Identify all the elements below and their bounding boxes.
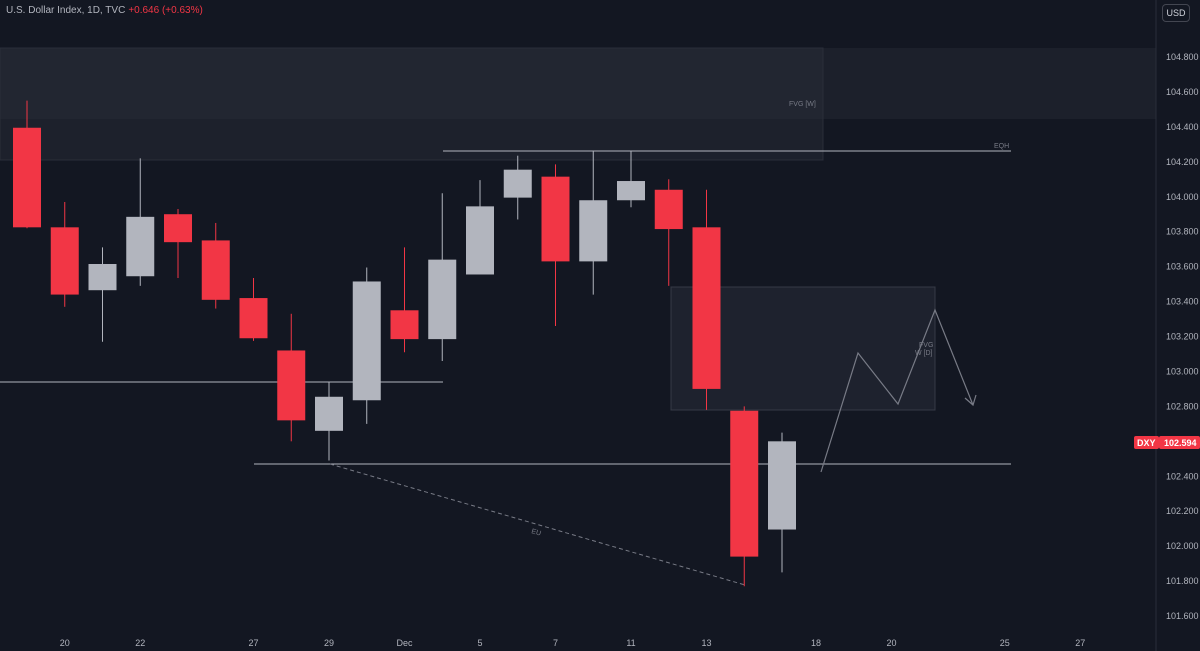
y-tick-group: 104.800 104.600 104.400 104.200 104.000 103.8…	[1166, 52, 1199, 621]
eqh-label: EQH	[994, 143, 1009, 150]
fvg-weekly-label: FVG [W]	[789, 101, 816, 108]
projection-arrowhead	[964, 394, 977, 407]
candle-body	[50, 227, 79, 295]
candle-body	[239, 298, 268, 339]
candles-layer	[13, 100, 796, 587]
y-tick-label: 104.000	[1166, 192, 1199, 202]
candle-2	[88, 247, 117, 342]
candle-16	[617, 150, 645, 208]
candle-18	[692, 189, 721, 410]
y-tick-label: 102.200	[1166, 506, 1199, 516]
y-tick-label: 103.400	[1166, 297, 1199, 307]
candle-body	[126, 216, 155, 277]
x-tick-label: 20	[60, 638, 70, 648]
candle-3	[126, 158, 155, 286]
candle-body	[730, 410, 759, 557]
candle-body	[579, 200, 608, 262]
candle-20	[768, 432, 796, 573]
candle-1	[50, 201, 79, 307]
price-change: +0.646 (+0.63%)	[128, 5, 203, 16]
candle-body	[617, 181, 645, 201]
candle-5	[201, 222, 230, 309]
candle-10	[390, 247, 419, 353]
fvg-weekly-zone-outer	[0, 48, 1156, 119]
candle-body	[201, 240, 230, 300]
x-tick-label: 7	[553, 638, 558, 648]
x-tick-label: 27	[248, 638, 258, 648]
zone-layer	[0, 47, 1156, 411]
x-tick-label: 13	[701, 638, 711, 648]
fvg-daily-label-1: FVG	[919, 342, 933, 349]
candle-8	[315, 381, 343, 461]
candle-14	[541, 164, 570, 327]
y-tick-label: 101.800	[1166, 576, 1199, 586]
symbol-title: U.S. Dollar Index, 1D, TVC	[6, 5, 126, 16]
last-price-text: 102.594	[1164, 438, 1197, 448]
candle-17	[654, 179, 683, 286]
symbol-tag	[1134, 436, 1159, 449]
candle-9	[352, 267, 381, 424]
candle-body	[654, 189, 683, 230]
x-tick-label: 22	[135, 638, 145, 648]
candle-body	[13, 127, 41, 228]
candle-body	[164, 214, 192, 243]
last-price-tag	[1159, 436, 1200, 449]
y-tick-label: 101.600	[1166, 611, 1199, 621]
fvg-daily-label-2: W [D]	[915, 350, 933, 357]
candle-body	[352, 281, 381, 401]
candle-body	[466, 206, 494, 275]
candle-body	[503, 169, 532, 198]
currency-button[interactable]: USD	[1162, 4, 1190, 22]
eu-label: EU	[530, 528, 541, 537]
y-tick-label: 104.600	[1166, 87, 1199, 97]
candle-body	[277, 350, 306, 421]
candle-4	[164, 208, 192, 278]
eu-trendline	[329, 463, 746, 586]
x-tick-label: 20	[886, 638, 896, 648]
candle-7	[277, 313, 306, 442]
symbol-tag-text: DXY	[1137, 438, 1156, 448]
candle-13	[503, 155, 532, 220]
candle-body	[88, 264, 117, 291]
y-tick-label: 104.200	[1166, 157, 1199, 167]
x-tick-label: 18	[811, 638, 821, 648]
candle-0	[13, 100, 41, 229]
candle-11	[428, 193, 457, 361]
y-tick-label: 102.800	[1166, 401, 1199, 411]
candle-body	[390, 310, 419, 340]
projection-path	[820, 308, 974, 473]
y-tick-label: 104.400	[1166, 122, 1199, 132]
time-axis[interactable]: 20 22 27 29 Dec 5 7 11 13 18 20 25 27	[60, 638, 1085, 648]
symbol-header: U.S. Dollar Index, 1D, TVC +0.646 (+0.63%…	[6, 5, 203, 16]
candle-6	[239, 277, 268, 341]
x-tick-label: Dec	[396, 638, 413, 648]
candle-body	[768, 441, 796, 530]
y-tick-label: 103.200	[1166, 332, 1199, 342]
x-tick-label: 11	[626, 638, 635, 648]
y-tick-label: 103.600	[1166, 262, 1199, 272]
candle-body	[428, 259, 457, 340]
candle-15	[579, 150, 608, 295]
y-tick-label: 102.400	[1166, 471, 1199, 481]
x-tick-label: 25	[1000, 638, 1010, 648]
candle-12	[466, 180, 494, 275]
y-tick-label: 103.800	[1166, 227, 1199, 237]
fvg-weekly-zone	[0, 47, 824, 161]
x-tick-label: 5	[477, 638, 482, 648]
candle-body	[692, 227, 721, 389]
price-axis[interactable]: 104.800 104.600 104.400 104.200 104.000 103.8…	[1134, 0, 1200, 651]
x-tick-label: 27	[1075, 638, 1085, 648]
candle-body	[315, 396, 343, 431]
y-tick-label: 104.800	[1166, 52, 1199, 62]
candle-19	[730, 406, 759, 587]
y-tick-label: 102.000	[1166, 541, 1199, 551]
candle-body	[541, 176, 570, 262]
y-tick-label: 103.000	[1166, 366, 1199, 376]
x-tick-label: 29	[324, 638, 334, 648]
